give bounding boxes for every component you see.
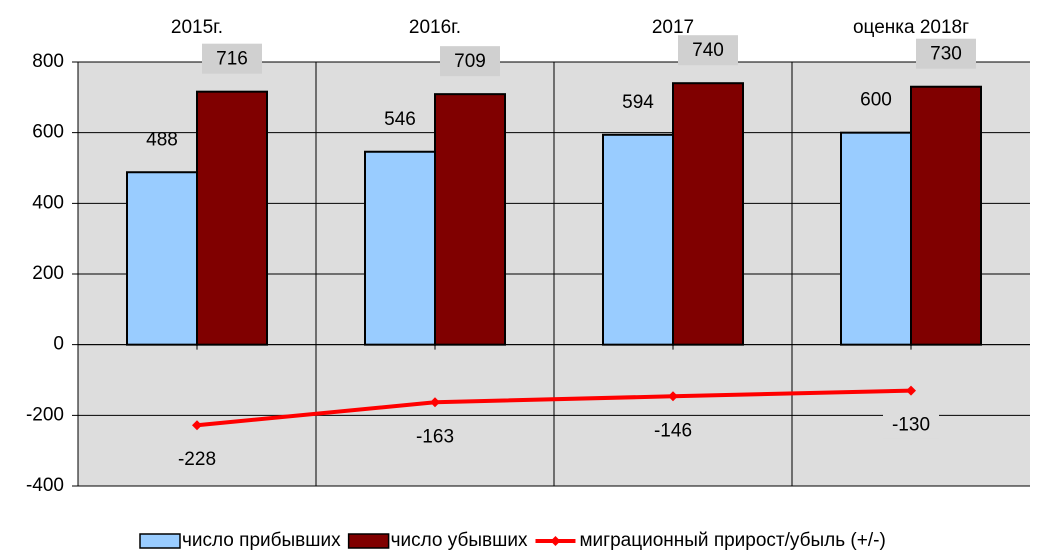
x-tick-label: оценка 2018г (853, 17, 969, 38)
line-marker (192, 420, 202, 431)
label-bg (883, 410, 939, 439)
legend-marker (550, 536, 561, 546)
legend-label: миграционный прирост/убыль (+/-) (579, 530, 885, 551)
data-label: -163 (416, 426, 454, 447)
data-label: -146 (654, 420, 692, 441)
x-tick-label: 2016г. (409, 17, 461, 38)
bar (126, 171, 198, 346)
label-bg (169, 445, 225, 474)
bar (840, 131, 912, 346)
x-tick-label: 2017 (652, 17, 694, 38)
data-label: -228 (178, 449, 216, 470)
y-tick-label: 0 (53, 334, 64, 355)
data-label: 546 (384, 109, 416, 130)
label-bg (202, 43, 262, 74)
y-tick-label: 600 (32, 122, 64, 143)
data-label: 740 (692, 40, 724, 61)
label-bg (916, 38, 976, 69)
data-label: 716 (216, 49, 248, 70)
bar (910, 85, 982, 346)
bar (672, 82, 744, 346)
bar (364, 150, 436, 346)
y-tick-label: -400 (26, 475, 64, 496)
label-bg (440, 46, 500, 77)
label-bg (407, 422, 463, 451)
data-label: 730 (930, 44, 962, 65)
legend-label: число прибывших (182, 530, 341, 551)
bar (602, 133, 674, 346)
bar (434, 93, 506, 346)
legend-label: число убывших (391, 530, 528, 551)
x-tick-label: 2015г. (171, 17, 223, 38)
data-label: 600 (860, 90, 892, 111)
y-tick-label: 200 (32, 263, 64, 284)
bar (196, 90, 268, 346)
line-marker (906, 385, 916, 396)
y-tick-label: 800 (32, 51, 64, 72)
data-label: -130 (892, 415, 930, 436)
y-tick-label: 400 (32, 192, 64, 213)
line-marker (430, 397, 440, 408)
label-bg (678, 35, 738, 66)
data-label: 709 (454, 51, 486, 72)
line-marker (668, 391, 678, 402)
label-bg (645, 416, 701, 445)
y-tick-label: -200 (26, 404, 64, 425)
data-label: 488 (146, 129, 178, 150)
legend-swatch (139, 533, 181, 549)
line (196, 388, 912, 428)
data-label: 594 (622, 92, 654, 113)
legend-swatch (347, 533, 390, 549)
